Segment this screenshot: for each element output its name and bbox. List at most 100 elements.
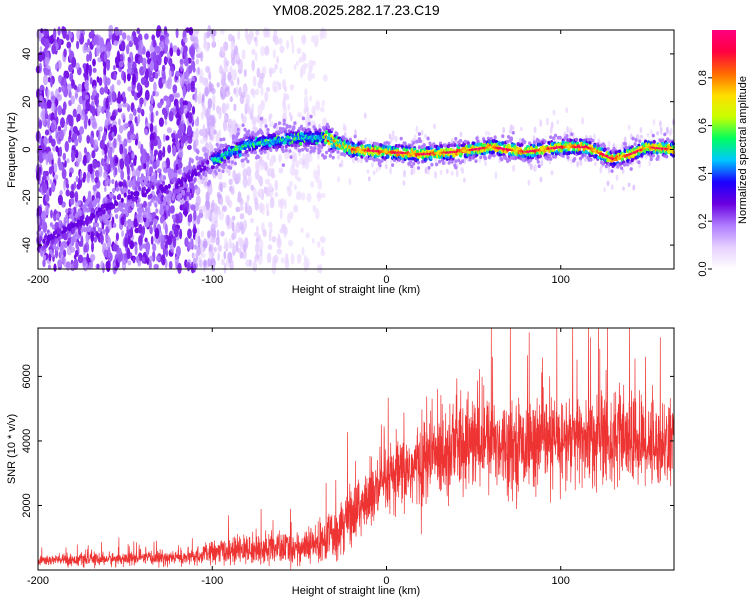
- spectrogram-cell: [163, 168, 168, 174]
- spectrogram-cell: [290, 143, 294, 148]
- spectrogram-cell: [182, 85, 186, 98]
- spectrogram-cell: [102, 209, 106, 215]
- spectrogram-cell: [62, 249, 67, 258]
- spectrogram-cell: [150, 235, 154, 246]
- spectrogram-cell: [186, 187, 191, 193]
- spectrogram-cell: [144, 206, 148, 212]
- spectrogram-cell: [70, 198, 75, 205]
- spectrogram-cell: [115, 213, 119, 219]
- spectrogram-cell: [50, 239, 55, 245]
- spectrogram-cell: [220, 157, 224, 162]
- spectrogram-cell: [96, 231, 100, 238]
- spectrogram-cell: [171, 214, 176, 220]
- spectrogram-cell: [222, 165, 226, 170]
- spectrogram-cell: [119, 143, 124, 155]
- spectrogram-cell: [45, 194, 50, 203]
- spectrogram-cell: [180, 103, 184, 114]
- spectrogram-cell: [48, 72, 53, 78]
- spectrogram-cell: [207, 184, 213, 196]
- spectrogram-cell: [98, 37, 104, 46]
- spectrogram-cell: [176, 118, 180, 126]
- spectrogram-cell: [105, 234, 110, 242]
- spectrogram-cell: [41, 210, 47, 221]
- spectrogram-cell: [249, 217, 255, 224]
- spectrogram-cell: [235, 86, 239, 98]
- spectrogram-cell: [208, 143, 213, 154]
- spectrogram-cell: [94, 169, 100, 178]
- spectrogram-cell: [320, 106, 325, 113]
- spectrogram-cell: [211, 165, 215, 170]
- spectrogram-cell: [484, 160, 487, 166]
- spectrogram-cell: [191, 106, 196, 115]
- spectrogram-cell: [302, 53, 307, 61]
- spectrogram-cell: [614, 150, 618, 155]
- spectrogram-cell: [242, 136, 246, 141]
- spectrogram-cell: [239, 205, 244, 211]
- spectrogram-cell: [470, 150, 474, 155]
- spectrogram-cell: [265, 86, 271, 93]
- spectrogram-cell: [61, 168, 67, 180]
- spectrogram-cell: [190, 80, 195, 89]
- spectrogram-cell: [409, 159, 413, 164]
- spectrogram-cell: [245, 135, 249, 140]
- spectrogram-cell: [175, 214, 180, 224]
- spectrogram-cell: [279, 67, 283, 75]
- spectrogram-cell: [415, 125, 419, 134]
- spectrogram-cell: [151, 184, 155, 190]
- spectrogram-cell: [620, 166, 624, 171]
- spectrogram-cell: [612, 143, 616, 148]
- spectrogram-cell: [205, 108, 210, 119]
- spectrogram-cell: [368, 156, 373, 161]
- spectrogram-cell: [268, 230, 272, 242]
- spectrogram-cell: [434, 170, 437, 179]
- spectrogram-cell: [76, 114, 79, 123]
- spectrogram-cell: [80, 109, 86, 121]
- spectrogram-cell: [262, 229, 267, 237]
- spectrogram-cell: [59, 146, 63, 158]
- spectrogram-cell: [549, 157, 553, 161]
- spectrogram-cell: [81, 214, 85, 220]
- spectrogram-cell: [222, 181, 227, 189]
- spectrogram-cell: [96, 197, 100, 203]
- spectrogram-cell: [253, 231, 259, 237]
- spectrogram-cell: [290, 34, 294, 45]
- spectrogram-cell: [50, 209, 53, 219]
- spectrogram-cell: [142, 225, 146, 236]
- spectrogram-cell: [76, 183, 81, 190]
- spectrogram-cell: [175, 28, 179, 39]
- spectrogram-cell: [65, 214, 69, 220]
- spectrogram-cell: [103, 186, 107, 193]
- spectrogram-cell: [227, 123, 232, 133]
- spectrogram-cell: [306, 192, 312, 203]
- spectrogram-cell: [303, 260, 309, 268]
- spectrogram-cell: [289, 211, 294, 220]
- spectrogram-cell: [232, 170, 236, 181]
- spectrogram-cell: [225, 257, 229, 267]
- spectrogram-cell: [82, 260, 88, 272]
- spectrogram-cell: [173, 226, 179, 238]
- spectrogram-cell: [207, 236, 212, 246]
- spectrogram-cell: [80, 235, 84, 247]
- spectrogram-cell: [666, 126, 669, 134]
- spectrogram-cell: [124, 155, 130, 167]
- spectrogram-cell: [228, 178, 233, 186]
- spectrogram-cell: [113, 195, 117, 201]
- spectrogram-cell: [50, 122, 55, 132]
- spectrogram-cell: [104, 152, 108, 163]
- spectrogram-cell: [296, 253, 302, 264]
- spectrogram-cell: [68, 232, 72, 238]
- spectrogram-cell: [183, 57, 189, 67]
- spectrogram-cell: [154, 227, 160, 240]
- spectrogram-cell: [241, 123, 245, 128]
- spectrogram-cell: [202, 240, 208, 249]
- spectrogram-cell: [458, 143, 462, 148]
- spectrogram-cell: [74, 62, 81, 70]
- spectrogram-cell: [443, 143, 447, 148]
- spectrogram-cell: [487, 131, 491, 136]
- spectrogram-cell: [235, 206, 241, 213]
- spectrogram-cell: [274, 122, 278, 127]
- spectrogram-cell: [326, 125, 330, 130]
- spectrogram-cell: [185, 191, 191, 197]
- spectrogram-cell: [207, 179, 212, 185]
- spectrogram-cell: [44, 205, 50, 216]
